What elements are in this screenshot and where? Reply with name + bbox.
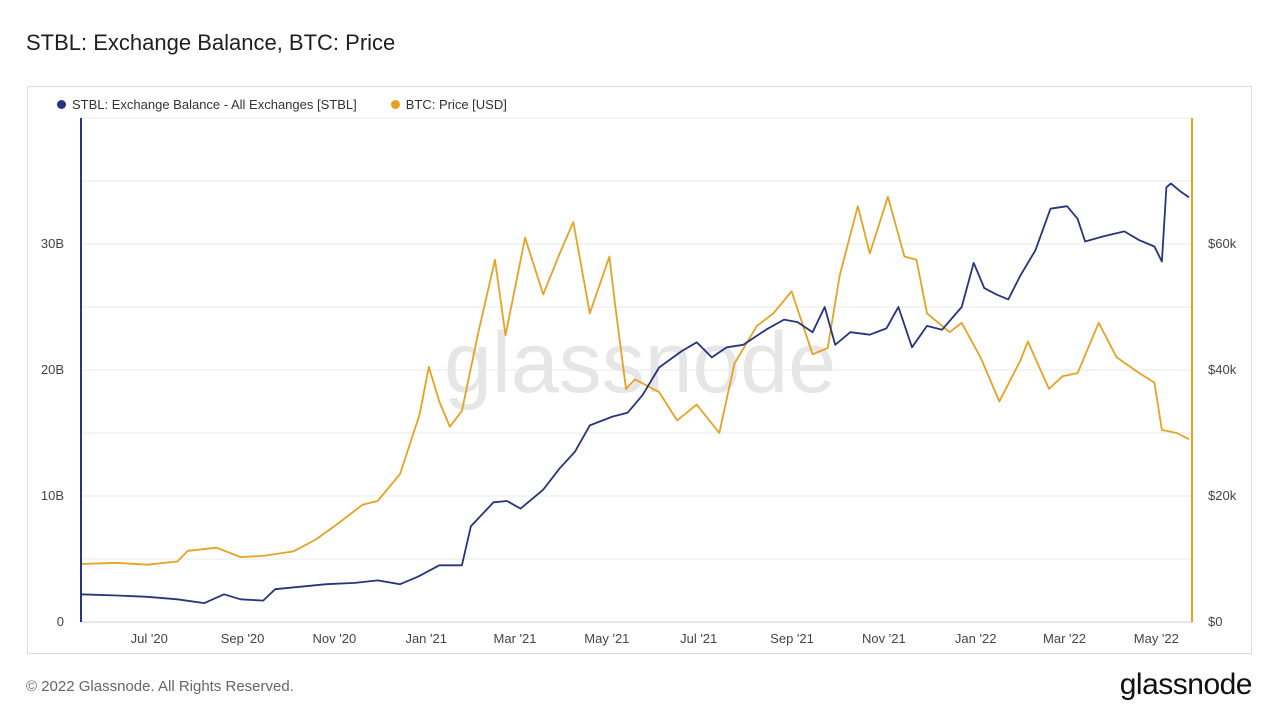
x-tick-label: Sep '21 [770, 631, 814, 646]
x-tick-label: Nov '20 [313, 631, 357, 646]
x-tick-label: Nov '21 [862, 631, 906, 646]
y-left-tick-label: 30B [41, 236, 64, 251]
legend-item-stbl[interactable]: STBL: Exchange Balance - All Exchanges [… [57, 97, 357, 112]
x-tick-label: Mar '21 [494, 631, 537, 646]
legend-label-stbl: STBL: Exchange Balance - All Exchanges [… [72, 97, 357, 112]
series-line-btc[interactable] [80, 195, 1190, 566]
series-group [80, 118, 1193, 622]
y-right-tick-label: $60k [1208, 236, 1237, 251]
watermark: glassnode [444, 315, 836, 411]
legend-dot-btc [390, 100, 400, 109]
legend-label-btc: BTC: Price [USD] [405, 97, 507, 112]
chart-panel [27, 86, 1252, 654]
legend-dot-stbl [57, 100, 66, 109]
x-tick-label: Jul '21 [680, 631, 717, 646]
legend: STBL: Exchange Balance - All Exchanges [… [57, 97, 507, 112]
x-tick-label: Jan '22 [955, 631, 997, 646]
y-right-tick-label: $0 [1208, 614, 1222, 629]
y-left-tick-label: 0 [57, 614, 64, 629]
copyright: © 2022 Glassnode. All Rights Reserved. [26, 678, 294, 695]
chart-title: STBL: Exchange Balance, BTC: Price [26, 30, 396, 55]
y-left-tick-label: 20B [41, 362, 64, 377]
y-left-tick-label: 10B [41, 488, 64, 503]
y-axis-right: $0 $20k $40k $60k [1208, 236, 1237, 629]
y-right-tick-label: $20k [1208, 488, 1237, 503]
x-tick-label: Mar '22 [1043, 631, 1086, 646]
legend-item-btc[interactable]: BTC: Price [USD] [390, 97, 507, 112]
x-axis: Jul '20 Sep '20 Nov '20 Jan '21 Mar '21 May '… [131, 631, 1179, 646]
grid [81, 117, 1192, 623]
x-tick-label: May '21 [584, 631, 629, 646]
y-right-tick-label: $40k [1208, 362, 1237, 377]
x-tick-label: Jan '21 [405, 631, 447, 646]
glassnode-logo[interactable]: glassnode [1119, 668, 1253, 701]
series-line-stbl[interactable] [80, 182, 1190, 604]
x-tick-label: May '22 [1134, 631, 1179, 646]
y-axis-left: 0 10B 20B 30B [41, 236, 64, 629]
x-tick-label: Sep '20 [221, 631, 265, 646]
x-tick-label: Jul '20 [131, 631, 168, 646]
